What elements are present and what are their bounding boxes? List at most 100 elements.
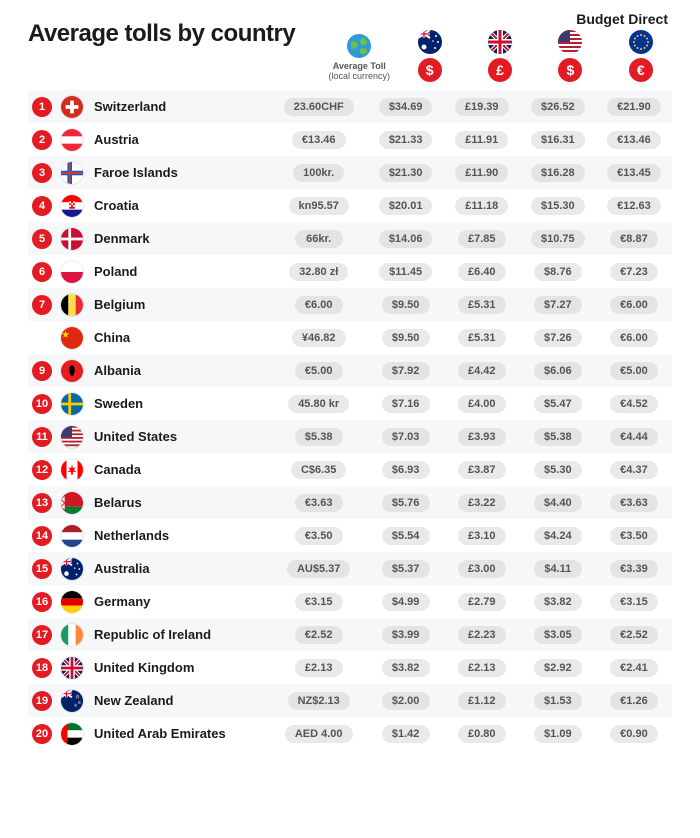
toll-gbp: £0.80 [458, 725, 506, 743]
toll-aud: $7.92 [382, 362, 430, 380]
toll-eur: €0.90 [610, 725, 658, 743]
toll-local: €5.00 [295, 362, 343, 380]
toll-usd: $6.06 [534, 362, 582, 380]
toll-local: AED 4.00 [285, 725, 353, 743]
flag-icon [61, 261, 83, 283]
country-name: Belgium [88, 288, 270, 321]
country-name: China [88, 321, 270, 354]
column-header-aud: $ [398, 30, 460, 82]
toll-local: ¥46.82 [292, 329, 346, 347]
toll-gbp: £6.40 [458, 263, 506, 281]
table-row: 7 Belgium €6.00 $9.50 £5.31 $7.27 €6.00 [28, 288, 672, 321]
toll-eur: €5.00 [610, 362, 658, 380]
toll-gbp: £4.42 [458, 362, 506, 380]
toll-local: kn95.57 [289, 197, 349, 215]
column-header-local: Average Toll (local currency) [328, 34, 390, 82]
toll-gbp: £7.85 [458, 230, 506, 248]
flag-icon [61, 525, 83, 547]
table-row: China ¥46.82 $9.50 £5.31 $7.26 €6.00 [28, 321, 672, 354]
toll-usd: $10.75 [531, 230, 585, 248]
rank-badge: 16 [32, 592, 52, 612]
flag-icon [61, 492, 83, 514]
toll-aud: $3.99 [382, 626, 430, 644]
toll-aud: $6.93 [382, 461, 430, 479]
toll-usd: $26.52 [531, 98, 585, 116]
country-name: Poland [88, 255, 270, 288]
toll-eur: €3.50 [610, 527, 658, 545]
toll-usd: $3.82 [534, 593, 582, 611]
country-name: United States [88, 420, 270, 453]
toll-gbp: £11.91 [455, 131, 508, 149]
rank-badge: 12 [32, 460, 52, 480]
table-row: 15 Australia AU$5.37 $5.37 £3.00 $4.11 €… [28, 552, 672, 585]
rank-badge: 9 [32, 361, 52, 381]
toll-usd: $7.27 [534, 296, 582, 314]
toll-local: 23.60CHF [284, 98, 354, 116]
toll-aud: $9.50 [382, 296, 430, 314]
table-row: 10 Sweden 45.80 kr $7.16 £4.00 $5.47 €4.… [28, 387, 672, 420]
toll-aud: $9.50 [382, 329, 430, 347]
rank-badge: 18 [32, 658, 52, 678]
country-name: Canada [88, 453, 270, 486]
table-row: 6 Poland 32.80 zł $11.45 £6.40 $8.76 €7.… [28, 255, 672, 288]
toll-eur: €3.15 [610, 593, 658, 611]
rank-badge: 19 [32, 691, 52, 711]
flag-icon [61, 228, 83, 250]
flag-icon [61, 657, 83, 679]
toll-aud: $5.37 [382, 560, 430, 578]
toll-usd: $16.28 [531, 164, 585, 182]
currency-icon: $ [558, 58, 582, 82]
country-name: Netherlands [88, 519, 270, 552]
toll-aud: $7.16 [382, 395, 430, 413]
flag-icon [61, 162, 83, 184]
table-row: 16 Germany €3.15 $4.99 £2.79 $3.82 €3.15 [28, 585, 672, 618]
toll-eur: €1.26 [610, 692, 658, 710]
toll-usd: $2.92 [534, 659, 582, 677]
toll-gbp: £2.23 [458, 626, 506, 644]
table-row: 19 New Zealand NZ$2.13 $2.00 £1.12 $1.53… [28, 684, 672, 717]
flag-icon [61, 129, 83, 151]
table-row: 2 Austria €13.46 $21.33 £11.91 $16.31 €1… [28, 123, 672, 156]
toll-gbp: £3.87 [458, 461, 506, 479]
table-row: 5 Denmark 66kr. $14.06 £7.85 $10.75 €8.8… [28, 222, 672, 255]
toll-gbp: £3.10 [458, 527, 506, 545]
toll-aud: $5.54 [382, 527, 430, 545]
toll-local: 45.80 kr [288, 395, 349, 413]
toll-gbp: £5.31 [458, 329, 506, 347]
toll-usd: $5.38 [534, 428, 582, 446]
country-name: Republic of Ireland [88, 618, 270, 651]
flag-icon [61, 360, 83, 382]
flag-icon [61, 690, 83, 712]
rank-badge: 13 [32, 493, 52, 513]
rank-badge: 5 [32, 229, 52, 249]
country-name: Belarus [88, 486, 270, 519]
rank-badge: 3 [32, 163, 52, 183]
toll-aud: $5.76 [382, 494, 430, 512]
toll-local: €3.63 [295, 494, 343, 512]
rank-badge: 4 [32, 196, 52, 216]
rank-badge: 6 [32, 262, 52, 282]
table-row: 18 United Kingdom £2.13 $3.82 £2.13 $2.9… [28, 651, 672, 684]
currency-icon: £ [488, 58, 512, 82]
table-row: 14 Netherlands €3.50 $5.54 £3.10 $4.24 €… [28, 519, 672, 552]
toll-usd: $5.30 [534, 461, 582, 479]
toll-aud: $1.42 [382, 725, 430, 743]
rank-badge: 1 [32, 97, 52, 117]
toll-eur: €4.52 [610, 395, 658, 413]
rank-badge: 2 [32, 130, 52, 150]
rank-badge: 20 [32, 724, 52, 744]
flag-icon [61, 624, 83, 646]
toll-gbp: £3.00 [458, 560, 506, 578]
currency-icon: $ [418, 58, 442, 82]
toll-gbp: £19.39 [455, 98, 509, 116]
toll-aud: $4.99 [382, 593, 430, 611]
table-row: 1 Switzerland 23.60CHF $34.69 £19.39 $26… [28, 90, 672, 123]
toll-gbp: £2.79 [458, 593, 506, 611]
toll-gbp: £5.31 [458, 296, 506, 314]
toll-local: NZ$2.13 [288, 692, 350, 710]
country-name: United Kingdom [88, 651, 270, 684]
country-name: New Zealand [88, 684, 270, 717]
toll-usd: $4.40 [534, 494, 582, 512]
table-row: 3 Faroe Islands 100kr. $21.30 £11.90 $16… [28, 156, 672, 189]
toll-usd: $4.11 [534, 560, 582, 578]
